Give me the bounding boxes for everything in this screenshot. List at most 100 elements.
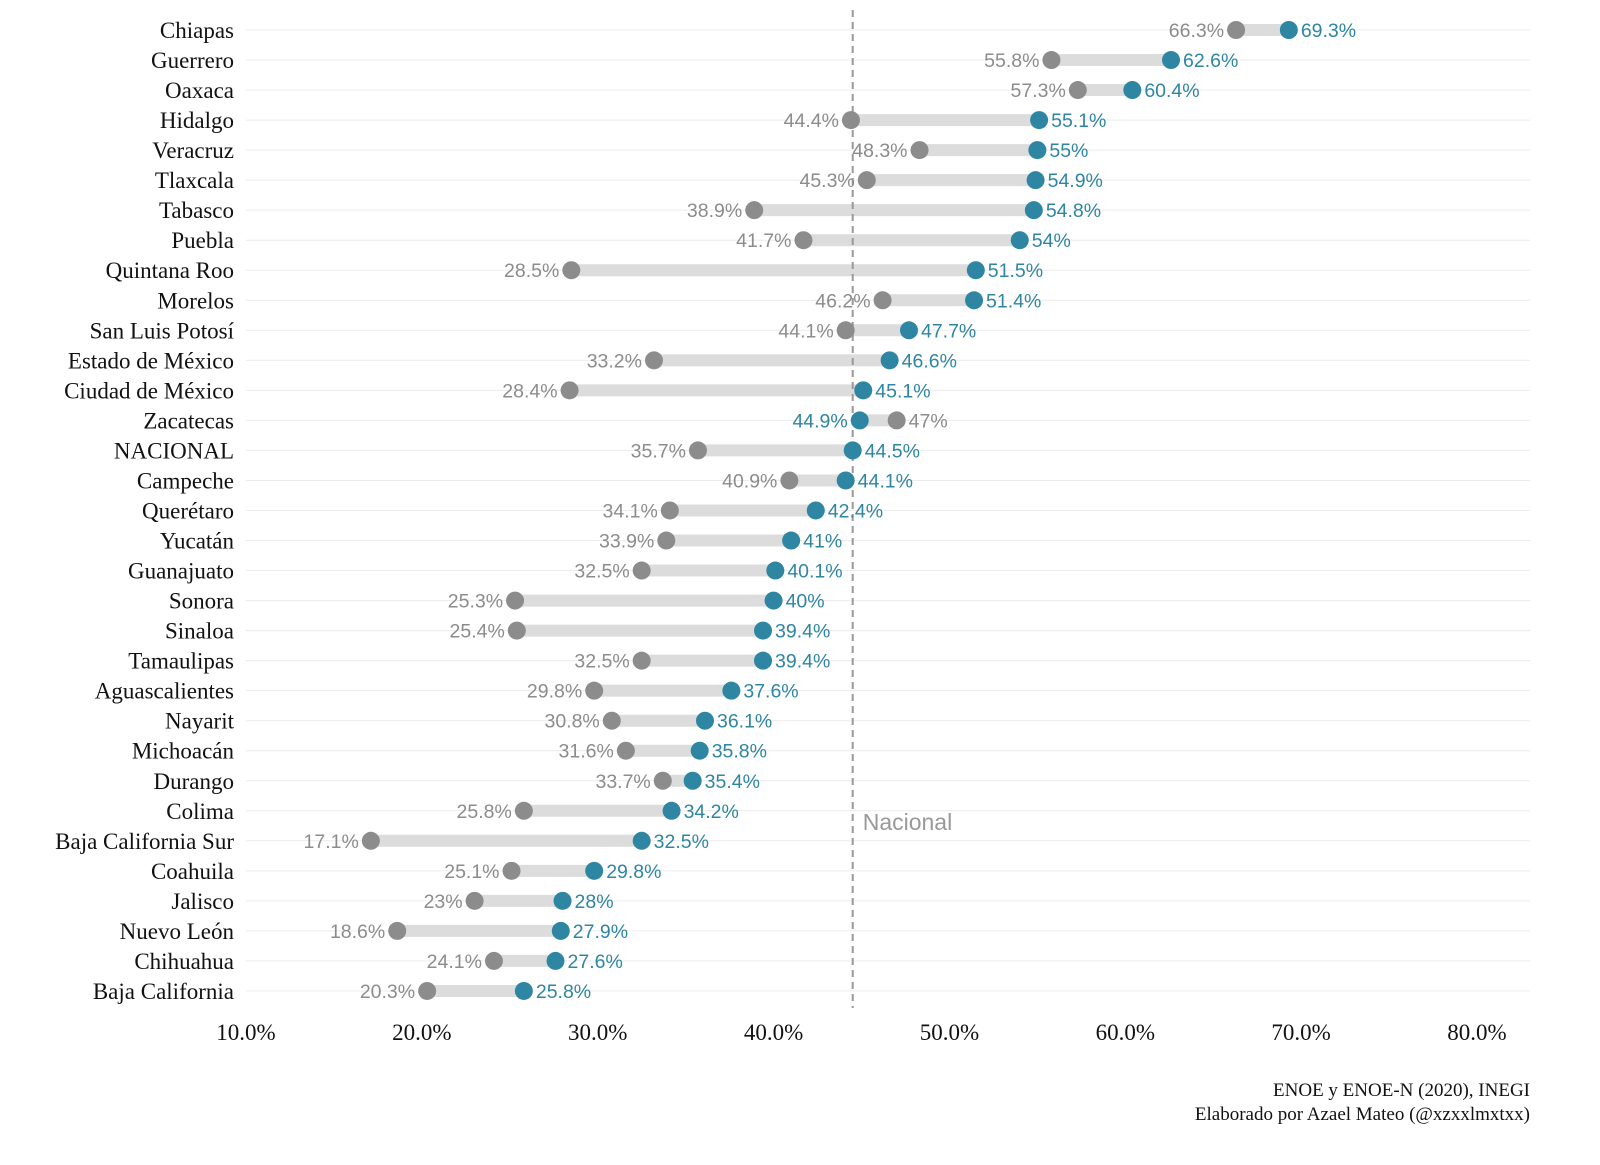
gray-point: [780, 471, 799, 490]
category-label: Oaxaca: [165, 78, 234, 103]
blue-point: [843, 441, 862, 460]
category-label: Hidalgo: [160, 108, 234, 133]
category-label: Yucatán: [160, 529, 235, 554]
category-label: Campeche: [137, 468, 234, 493]
blue-point: [806, 501, 825, 520]
gray-data-label: 55.8%: [984, 50, 1039, 72]
gray-point: [361, 831, 380, 850]
gray-data-label: 33.2%: [587, 350, 642, 372]
blue-data-label: 55.1%: [1051, 110, 1106, 132]
blue-point: [514, 981, 533, 1000]
blue-data-label: 54.8%: [1046, 200, 1101, 222]
x-axis-tick-labels: 10.0% 20.0% 30.0% 40.0% 50.0% 60.0% 70.0% 80.0%: [216, 1020, 1506, 1045]
blue-data-label: 44.9%: [792, 410, 847, 432]
gray-point: [514, 801, 533, 820]
category-label: Ciudad de México: [64, 378, 234, 403]
blue-point: [690, 741, 709, 760]
blue-data-label: 27.9%: [573, 921, 628, 943]
blue-data-label: 28%: [575, 891, 614, 913]
blue-point: [722, 681, 741, 700]
category-label: Estado de México: [68, 348, 234, 373]
gray-data-label: 24.1%: [427, 951, 482, 973]
blue-point: [966, 261, 985, 280]
category-label: Baja California: [93, 979, 234, 1004]
blue-data-label: 42.4%: [828, 500, 883, 522]
blue-data-label: 37.6%: [743, 681, 798, 703]
blue-data-label: 40%: [786, 591, 825, 613]
blue-point: [546, 951, 565, 970]
gridlines: [246, 29, 1530, 992]
gray-data-label: 46.2%: [815, 290, 870, 312]
x-tick-label: 30.0%: [568, 1020, 627, 1045]
gray-data-label: 40.9%: [722, 470, 777, 492]
blue-data-label: 39.4%: [775, 621, 830, 643]
category-labels: Chiapas Guerrero Oaxaca Hidalgo Veracruz Tlax…: [55, 18, 234, 1004]
gray-data-label: 44.1%: [778, 320, 833, 342]
blue-point: [754, 621, 773, 640]
category-label: Michoacán: [132, 739, 235, 764]
blue-point: [836, 471, 855, 490]
blue-point: [764, 591, 783, 610]
blue-point: [1123, 81, 1142, 100]
blue-point: [1026, 171, 1045, 190]
gray-point: [745, 201, 764, 220]
gray-point: [794, 231, 813, 250]
gray-point: [616, 741, 635, 760]
blue-data-label: 54.9%: [1048, 170, 1103, 192]
category-label: Sinaloa: [165, 619, 234, 644]
x-tick-label: 10.0%: [216, 1020, 275, 1045]
gray-point: [887, 411, 906, 430]
caption-author: Elaborado por Azael Mateo (@xzxxlmxtxx): [1195, 1104, 1530, 1125]
gray-data-label: 44.4%: [784, 110, 839, 132]
blue-point: [695, 711, 714, 730]
category-label: Guerrero: [151, 48, 234, 73]
reference-line-label: Nacional: [863, 809, 953, 835]
blue-data-label: 55%: [1049, 140, 1088, 162]
points: 66.3% 69.3% 55.8% 62.6% 57.3% 60.4% 44.4% 55.1%…: [304, 20, 1357, 1003]
gray-point: [910, 141, 929, 160]
category-label: Tlaxcala: [155, 168, 234, 193]
gray-point: [1227, 21, 1246, 39]
category-label: Chiapas: [160, 18, 234, 43]
gray-data-label: 57.3%: [1011, 80, 1066, 102]
x-tick-label: 80.0%: [1447, 1020, 1506, 1045]
blue-data-label: 41%: [803, 531, 842, 553]
gray-point: [507, 621, 526, 640]
blue-data-label: 40.1%: [787, 561, 842, 583]
gray-data-label: 20.3%: [360, 981, 415, 1003]
x-tick-label: 60.0%: [1096, 1020, 1155, 1045]
blue-point: [880, 351, 899, 370]
gray-point: [836, 321, 855, 340]
blue-point: [766, 561, 785, 580]
category-label: Tabasco: [159, 198, 234, 223]
gray-point: [653, 771, 672, 790]
blue-data-label: 27.6%: [568, 951, 623, 973]
blue-data-label: 36.1%: [717, 711, 772, 733]
gray-point: [502, 861, 521, 880]
blue-point: [553, 891, 572, 910]
blue-point: [585, 861, 604, 880]
blue-point: [754, 651, 773, 670]
gray-data-label: 33.9%: [599, 531, 654, 553]
gray-point: [602, 711, 621, 730]
gray-point: [660, 501, 679, 520]
gray-data-label: 25.3%: [448, 591, 503, 613]
category-label: Guanajuato: [128, 559, 234, 584]
blue-point: [662, 801, 681, 820]
category-label: Nayarit: [165, 709, 235, 734]
gray-point: [657, 531, 676, 550]
gray-data-label: 41.7%: [736, 230, 791, 252]
gray-data-label: 34.1%: [603, 500, 658, 522]
blue-data-label: 51.4%: [986, 290, 1041, 312]
category-label: NACIONAL: [114, 438, 234, 463]
blue-point: [782, 531, 801, 550]
gray-point: [1068, 81, 1087, 100]
gray-point: [873, 291, 892, 310]
blue-point: [965, 291, 984, 310]
gray-data-label: 18.6%: [330, 921, 385, 943]
x-tick-label: 50.0%: [920, 1020, 979, 1045]
gray-data-label: 25.8%: [457, 801, 512, 823]
blue-point: [1279, 21, 1298, 39]
blue-data-label: 46.6%: [902, 350, 957, 372]
